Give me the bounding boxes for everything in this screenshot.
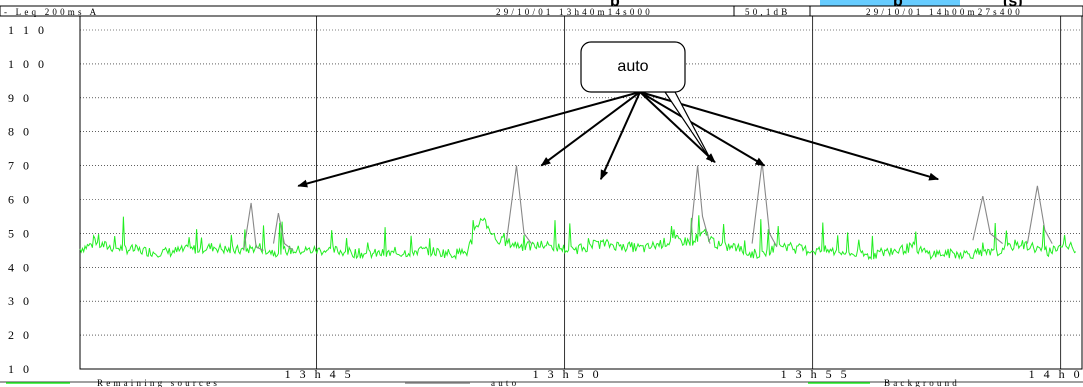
- x-tick-label: 1 4 h 0 0: [1029, 367, 1083, 381]
- callout-arrow: [639, 91, 766, 167]
- title-highlight: [820, 0, 960, 6]
- callout-box: [580, 41, 686, 93]
- x-tick-label: 1 3 h 5 5: [781, 367, 850, 381]
- title-fragment-left: _: [171, 0, 182, 10]
- series-line-auto-event: [243, 202, 264, 251]
- series-lines: [79, 162, 1077, 261]
- y-tick-label: 5 0: [8, 226, 32, 240]
- series-line-auto-event: [972, 195, 1003, 245]
- callout-label: auto: [617, 58, 648, 75]
- y-tick-label: 8 0: [8, 125, 32, 139]
- y-tick-label: 3 0: [8, 294, 32, 308]
- callout-tail: [663, 91, 713, 163]
- callout-arrow: [639, 91, 940, 181]
- header-start-time: 29/10/01 13h40m14s000: [496, 7, 653, 17]
- title-fragment-suffix: (s): [1003, 0, 1023, 10]
- series-line-auto-event: [506, 165, 532, 244]
- header-end-time: 29/10/01 14h00m27s400: [866, 7, 1023, 17]
- x-tick-label: 1 3 h 4 5: [285, 367, 354, 381]
- series-line-auto-event: [689, 165, 711, 244]
- legend-label-remaining: Remaining sources: [97, 378, 220, 387]
- header-series-label: - Leq 200ms A: [4, 7, 99, 17]
- header-level: 50,1dB: [745, 7, 790, 17]
- y-tick-label: 7 0: [8, 159, 32, 173]
- x-tick-labels: 1 3 h 4 5 1 3 h 5 0 1 3 h 5 5 1 4 h 0 0: [285, 367, 1083, 381]
- y-tick-label: 6 0: [8, 193, 32, 207]
- y-tick-label: 4 0: [8, 260, 32, 274]
- series-line-auto-event: [1026, 185, 1053, 244]
- callout-arrows: [297, 91, 940, 188]
- y-tick-labels: 1 1 0 1 0 0 9 0 8 0 7 0 6 0 5 0 4 0 3 0 2 0 1 0: [8, 23, 47, 376]
- legend-label-background: Background: [884, 378, 960, 387]
- callout-arrow: [297, 91, 641, 188]
- y-tick-label: 1 1 0: [8, 23, 47, 37]
- callout-arrow: [639, 91, 716, 163]
- y-tick-label: 9 0: [8, 91, 32, 105]
- y-tick-label: 1 0 0: [8, 57, 47, 71]
- title-fragment-center: p: [610, 0, 620, 10]
- grid: [80, 16, 1082, 369]
- series-line-auto-event: [751, 162, 778, 248]
- title-fragment-right: p: [893, 0, 903, 10]
- y-tick-label: 2 0: [8, 328, 32, 342]
- callout-arrow: [599, 91, 641, 181]
- y-tick-label: 1 0: [8, 362, 32, 376]
- callout-arrow: [540, 91, 641, 167]
- x-tick-label: 1 3 h 5 0: [533, 367, 602, 381]
- series-line-remaining-sources: [79, 215, 1077, 261]
- series-line-auto-event: [272, 212, 294, 251]
- plot-frame: [79, 15, 1083, 370]
- legend-label-auto: auto: [491, 378, 519, 387]
